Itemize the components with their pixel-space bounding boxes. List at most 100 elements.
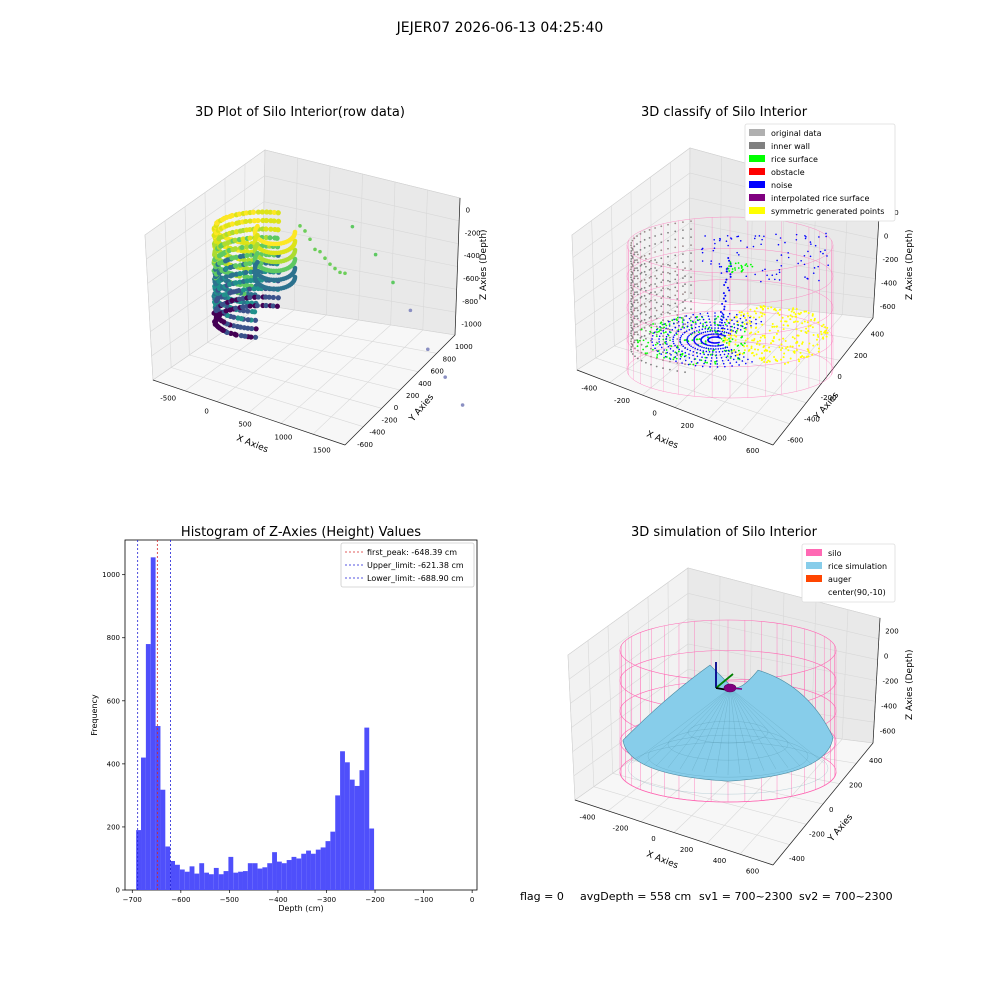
inner-wall-point: [640, 255, 643, 258]
raw-data-point: [251, 286, 257, 292]
noise-point: [717, 327, 720, 329]
simulation-legend-label: rice simulation: [828, 562, 887, 571]
inner-wall-point: [684, 267, 686, 270]
symmetric-point: [770, 342, 773, 345]
symmetric-point: [784, 340, 787, 343]
histogram-bar: [194, 873, 200, 890]
symmetric-point: [800, 311, 803, 314]
inner-wall-point: [654, 323, 657, 325]
noise-point: [741, 321, 744, 324]
histogram-bar: [189, 866, 195, 890]
symmetric-point: [750, 331, 753, 334]
inner-wall-point: [631, 327, 634, 330]
symmetric-point: [758, 357, 761, 360]
rice-surface-point: [709, 353, 712, 356]
rice-mesh-line: [631, 687, 731, 764]
symmetric-point: [761, 312, 764, 315]
noise-point: [702, 331, 705, 334]
noise-point: [715, 357, 718, 359]
noise-point: [736, 251, 738, 254]
noise-point: [721, 327, 724, 330]
rice-surface-point: [740, 264, 743, 267]
noise-point: [718, 239, 721, 242]
noise-point: [706, 324, 708, 327]
noise-point: [736, 235, 738, 238]
classify-plot-point-cloud: [626, 216, 834, 399]
noise-point: [679, 358, 682, 360]
rice-mesh-line: [729, 687, 813, 765]
noise-point: [803, 254, 806, 257]
inner-wall-point: [633, 253, 636, 256]
noise-point: [710, 357, 713, 359]
inner-wall-point: [631, 337, 634, 339]
symmetric-point: [732, 349, 735, 352]
raw-plot-y-tick-label: -600: [357, 441, 373, 449]
rice-surface-point: [737, 267, 740, 269]
inner-wall-point: [630, 322, 633, 324]
rice-surface-point: [704, 356, 707, 359]
noise-point: [727, 257, 730, 259]
noise-point: [733, 326, 736, 329]
inner-wall-point: [684, 283, 686, 286]
inner-wall-point: [655, 365, 658, 368]
symmetric-point: [802, 356, 805, 359]
noise-point: [692, 350, 695, 353]
symmetric-point: [826, 326, 829, 329]
inner-wall-point: [674, 262, 677, 265]
noise-point: [717, 335, 720, 338]
symmetric-point: [746, 312, 749, 315]
noise-point: [739, 329, 742, 331]
noise-point: [826, 255, 828, 257]
simulation-legend-swatch: [806, 575, 822, 582]
inner-wall-point: [654, 315, 657, 317]
symmetric-point: [801, 355, 804, 358]
noise-point: [695, 323, 697, 325]
noise-point: [721, 344, 723, 347]
noise-point: [728, 322, 731, 324]
symmetric-point: [777, 312, 780, 315]
noise-point: [651, 334, 654, 337]
raw-outlier-point: [408, 308, 413, 313]
rice-mesh-line: [729, 687, 801, 767]
symmetric-point: [793, 350, 796, 353]
symmetric-point: [787, 315, 790, 318]
rice-surface-point: [743, 342, 746, 345]
noise-point: [675, 360, 677, 363]
inner-wall-point: [634, 331, 636, 334]
inner-wall-point: [650, 363, 652, 366]
symmetric-point: [775, 325, 778, 328]
raw-data-point: [233, 263, 239, 269]
raw-plot-right-pane: [261, 149, 461, 336]
rice-surface-point: [664, 322, 667, 325]
noise-point: [665, 338, 667, 340]
symmetric-point: [792, 321, 795, 324]
raw-data-point: [247, 226, 253, 233]
symmetric-point: [810, 318, 813, 321]
inner-wall-point: [667, 311, 669, 314]
rice-surface-point: [683, 339, 686, 342]
symmetric-point: [754, 348, 757, 351]
noise-point: [683, 355, 686, 358]
noise-point: [814, 244, 817, 247]
inner-wall-point: [631, 329, 634, 331]
noise-point: [684, 359, 687, 362]
inner-wall-point: [684, 307, 686, 310]
inner-wall-point: [631, 303, 634, 306]
rice-surface-point: [715, 317, 718, 320]
classify-legend-box: [744, 123, 896, 222]
inner-wall-point: [690, 284, 692, 287]
rice-surface-point: [656, 354, 659, 356]
inner-wall-point: [631, 255, 634, 258]
symmetric-point: [756, 340, 759, 343]
inner-wall-point: [643, 310, 646, 313]
noise-point: [672, 336, 675, 338]
raw-data-point: [243, 218, 249, 225]
inner-wall-point: [674, 246, 677, 249]
symmetric-point: [763, 334, 766, 337]
noise-point: [736, 327, 739, 330]
inner-wall-point: [636, 277, 639, 280]
inner-wall-point: [640, 303, 643, 306]
noise-point: [718, 344, 720, 347]
rice-surface-point: [728, 340, 731, 343]
